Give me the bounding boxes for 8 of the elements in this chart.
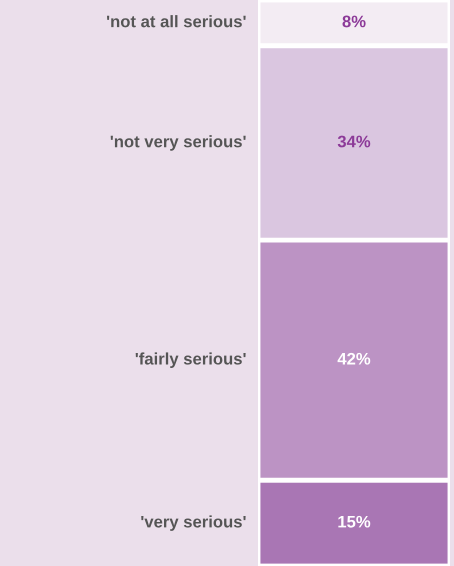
data-label: 42%: [338, 352, 370, 365]
series-label: 'not at all serious': [107, 15, 246, 28]
data-label: 15%: [338, 516, 370, 528]
series-label: 'fairly serious': [136, 352, 246, 368]
series-label: 'very serious': [141, 515, 246, 531]
data-label: 34%: [338, 136, 370, 148]
data-label: 8%: [342, 16, 366, 28]
series-label: 'not very serious': [110, 135, 246, 151]
